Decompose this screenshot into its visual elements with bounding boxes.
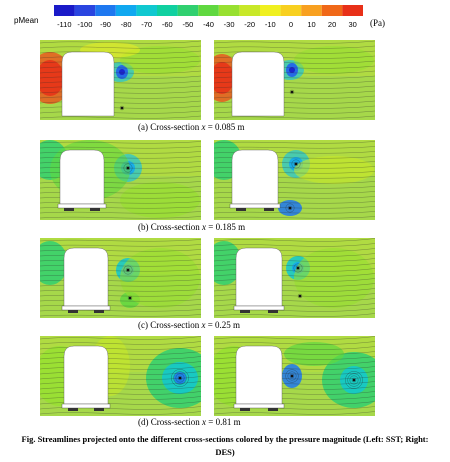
caption-d-var: x — [202, 417, 206, 427]
colorbar-tick-label: 10 — [307, 20, 315, 29]
colorbar-swatch — [95, 5, 116, 16]
panel-c-right-des — [214, 238, 375, 318]
colorbar-swatches: -110 -100 -90 -80 -70 -60 -50 -40 -30 -20 -10 0 10 20… — [54, 5, 363, 29]
colorbar-variable-label: pMean — [14, 16, 39, 25]
caption-c: (c) Cross-section x = 0.25 m — [138, 320, 240, 330]
colorbar-tick-label: -40 — [203, 20, 214, 29]
colorbar-tick-label: -20 — [244, 20, 255, 29]
panel-b-right-des — [214, 140, 375, 220]
panel-c-left-plot — [40, 238, 201, 318]
caption-d: (d) Cross-section x = 0.81 m — [138, 417, 241, 427]
panel-c-left-sst — [40, 238, 201, 318]
caption-c-var: x — [201, 320, 206, 330]
panel-b-right-plot — [214, 140, 375, 220]
caption-b-value: = 0.185 m — [206, 222, 246, 232]
colorbar-tick-label: -100 — [77, 20, 92, 29]
colorbar-swatch — [280, 5, 302, 16]
panel-a-right-des — [214, 40, 375, 120]
colorbar-tick-label: 30 — [349, 20, 357, 29]
colorbar-tick-label: -110 — [57, 20, 71, 29]
panel-d-right-des — [214, 336, 375, 416]
colorbar-swatch — [115, 5, 137, 16]
panel-a-left-plot — [40, 40, 201, 120]
panel-d-left-plot — [40, 336, 201, 416]
panel-b-left-sst — [40, 140, 201, 220]
panel-b-left-plot — [40, 140, 201, 220]
colorbar-swatch — [239, 5, 260, 16]
caption-c-value: = 0.25 m — [205, 320, 241, 330]
pressure-colorbar: pMean -110 -100 -90 -80 -70 -60 -50 -40 -30 -20 -1… — [6, 0, 450, 30]
colorbar-swatch — [260, 5, 281, 16]
caption-b-prefix: (b) Cross-section — [138, 222, 202, 232]
colorbar-swatch — [177, 5, 199, 16]
panel-a-right-plot — [214, 40, 375, 120]
colorbar-swatch — [54, 5, 75, 16]
colorbar-swatch — [342, 5, 363, 16]
panel-d-left-sst — [40, 336, 201, 416]
caption-a-var: x — [201, 122, 206, 132]
colorbar-tick-label: -10 — [265, 20, 276, 29]
caption-a-prefix: (a) Cross-section — [138, 122, 202, 132]
colorbar-tick-label: 0 — [289, 20, 293, 29]
colorbar-swatch — [136, 5, 157, 16]
colorbar-tick-label: 20 — [328, 20, 336, 29]
colorbar-tick-label: -90 — [100, 20, 111, 29]
figure-caption-line1: Fig. Streamlines projected onto the diff… — [21, 434, 429, 444]
colorbar-tick-label: -30 — [224, 20, 235, 29]
colorbar-swatch — [157, 5, 178, 16]
colorbar-tick-label: -70 — [141, 20, 152, 29]
colorbar-unit-label: (Pa) — [370, 18, 385, 28]
caption-a: (a) Cross-section x = 0.085 m — [138, 122, 245, 132]
colorbar-tick-label: -60 — [162, 20, 173, 29]
colorbar-swatch — [218, 5, 240, 16]
colorbar-swatch — [301, 5, 322, 16]
caption-a-value: = 0.085 m — [205, 122, 245, 132]
colorbar-swatch — [198, 5, 219, 16]
caption-b: (b) Cross-section x = 0.185 m — [138, 222, 245, 232]
colorbar-swatch — [321, 5, 343, 16]
figure-caption: Fig. Streamlines projected onto the diff… — [0, 433, 450, 459]
caption-d-prefix: (d) Cross-section — [138, 417, 202, 427]
caption-c-prefix: (c) Cross-section — [138, 320, 202, 330]
figure-caption-line2: DES) — [215, 447, 235, 457]
caption-d-value: = 0.81 m — [206, 417, 241, 427]
colorbar-swatch — [74, 5, 96, 16]
colorbar-tick-label: -50 — [182, 20, 193, 29]
panel-c-right-plot — [214, 238, 375, 318]
panel-a-left-sst — [40, 40, 201, 120]
panel-d-right-plot — [214, 336, 375, 416]
caption-b-var: x — [202, 222, 206, 232]
colorbar-tick-label: -80 — [121, 20, 132, 29]
